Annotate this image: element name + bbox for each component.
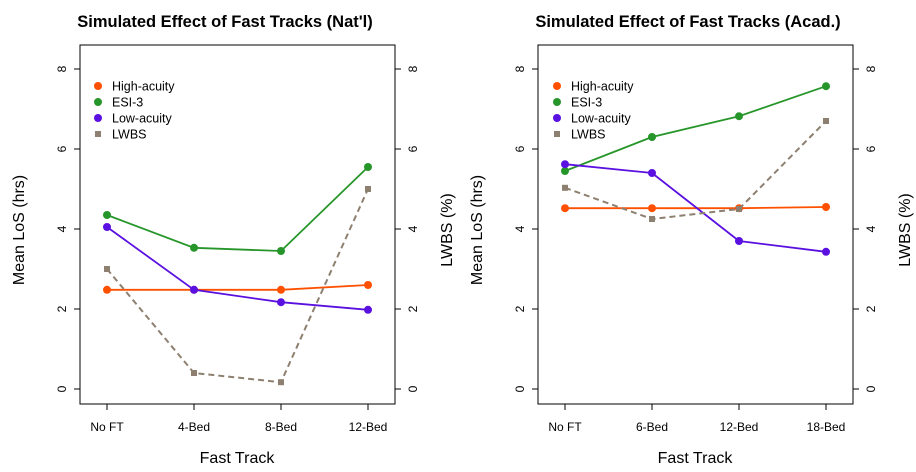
data-point xyxy=(190,243,198,252)
plot-frame xyxy=(537,44,854,405)
data-point xyxy=(364,163,372,171)
series-line xyxy=(564,163,827,253)
data-point xyxy=(735,112,743,121)
series-line xyxy=(565,206,827,210)
data-point xyxy=(277,298,285,307)
data-point xyxy=(561,167,569,175)
y-tick-label-right: 2 xyxy=(864,305,878,312)
legend-label: Low-acuity xyxy=(571,112,631,126)
x-tick-label: No FT xyxy=(90,420,124,434)
y-tick-label-right: 8 xyxy=(864,65,878,72)
x-tick-label: 12-Bed xyxy=(349,420,388,434)
y-tick-label-right: 0 xyxy=(864,385,878,392)
y-axis-label-right: LWBS (%) xyxy=(897,193,914,266)
y-tick-label-right: 4 xyxy=(864,225,878,232)
data-point xyxy=(648,169,656,177)
y-tick-label-left: 0 xyxy=(55,385,69,392)
y-tick-label-right: 4 xyxy=(406,225,420,232)
y-tick-label-right: 6 xyxy=(406,145,420,152)
data-point xyxy=(561,204,569,213)
legend-marker xyxy=(94,114,102,122)
x-tick-label: 6-Bed xyxy=(636,420,668,434)
data-point xyxy=(278,379,284,386)
y-tick-label-right: 2 xyxy=(406,305,420,312)
chart-title: Simulated Effect of Fast Tracks (Acad.) xyxy=(535,13,840,31)
data-point xyxy=(561,160,569,169)
data-point xyxy=(648,204,656,213)
chart-panel-national: Simulated Effect of Fast Tracks (Nat'l) … xyxy=(11,13,456,467)
y-tick-label-left: 2 xyxy=(55,305,69,312)
plot-frame xyxy=(79,44,396,405)
legend-marker xyxy=(554,131,560,137)
x-axis-label: Fast Track xyxy=(200,450,276,467)
data-point xyxy=(736,206,742,212)
legend-marker xyxy=(95,131,101,137)
data-point xyxy=(104,266,110,272)
legend-label: Low-acuity xyxy=(112,112,172,126)
y-tick-label-left: 0 xyxy=(513,385,527,392)
x-tick-label: 8-Bed xyxy=(265,420,297,434)
y-tick-label-left: 4 xyxy=(55,225,69,232)
series-line xyxy=(564,120,827,221)
legend-marker xyxy=(94,98,102,106)
data-point xyxy=(365,186,371,192)
data-point xyxy=(562,184,568,191)
data-point xyxy=(103,211,111,219)
series-line xyxy=(106,226,369,311)
legend-label: High-acuity xyxy=(112,80,175,94)
data-point xyxy=(823,118,829,124)
legend-marker xyxy=(553,98,561,106)
data-point xyxy=(103,223,111,231)
data-point xyxy=(822,82,830,91)
y-tick-label-left: 4 xyxy=(513,225,527,232)
data-point xyxy=(822,203,830,211)
legend-marker xyxy=(94,82,102,90)
series-line xyxy=(106,188,369,384)
x-tick-label: No FT xyxy=(548,420,582,434)
data-point xyxy=(735,237,743,245)
data-point xyxy=(277,247,285,255)
y-axis-label-right: LWBS (%) xyxy=(439,193,456,266)
y-tick-label-right: 8 xyxy=(406,65,420,72)
x-axis-label: Fast Track xyxy=(658,450,734,467)
series-line xyxy=(106,166,369,252)
series-line xyxy=(107,284,369,291)
legend-label: High-acuity xyxy=(571,80,634,94)
legend-marker xyxy=(553,82,561,90)
y-tick-label-left: 6 xyxy=(55,145,69,152)
legend-label: LWBS xyxy=(571,128,606,142)
legend-label: ESI-3 xyxy=(571,96,602,110)
y-tick-label-left: 8 xyxy=(513,65,527,72)
legend-marker xyxy=(553,114,561,122)
y-tick-label-right: 6 xyxy=(864,145,878,152)
data-point xyxy=(649,216,655,222)
data-point xyxy=(364,305,372,314)
x-tick-label: 18-Bed xyxy=(807,420,846,434)
chart-title: Simulated Effect of Fast Tracks (Nat'l) xyxy=(77,13,373,31)
data-point xyxy=(277,285,285,294)
legend-label: ESI-3 xyxy=(112,96,143,110)
data-point xyxy=(103,285,111,294)
y-tick-label-right: 0 xyxy=(406,385,420,392)
data-point xyxy=(822,247,830,256)
y-axis-label-left: Mean LoS (hrs) xyxy=(11,175,28,285)
x-tick-label: 4-Bed xyxy=(178,420,210,434)
data-point xyxy=(191,370,197,376)
y-tick-label-left: 6 xyxy=(513,145,527,152)
y-tick-label-left: 2 xyxy=(513,305,527,312)
y-axis-label-left: Mean LoS (hrs) xyxy=(469,175,486,285)
x-tick-label: 12-Bed xyxy=(720,420,759,434)
chart-panel-academic: Simulated Effect of Fast Tracks (Acad.) … xyxy=(469,13,914,467)
data-point xyxy=(364,281,372,289)
data-point xyxy=(190,285,198,294)
series-line xyxy=(564,85,827,172)
legend-label: LWBS xyxy=(112,128,147,142)
data-point xyxy=(648,133,656,141)
y-tick-label-left: 8 xyxy=(55,65,69,72)
